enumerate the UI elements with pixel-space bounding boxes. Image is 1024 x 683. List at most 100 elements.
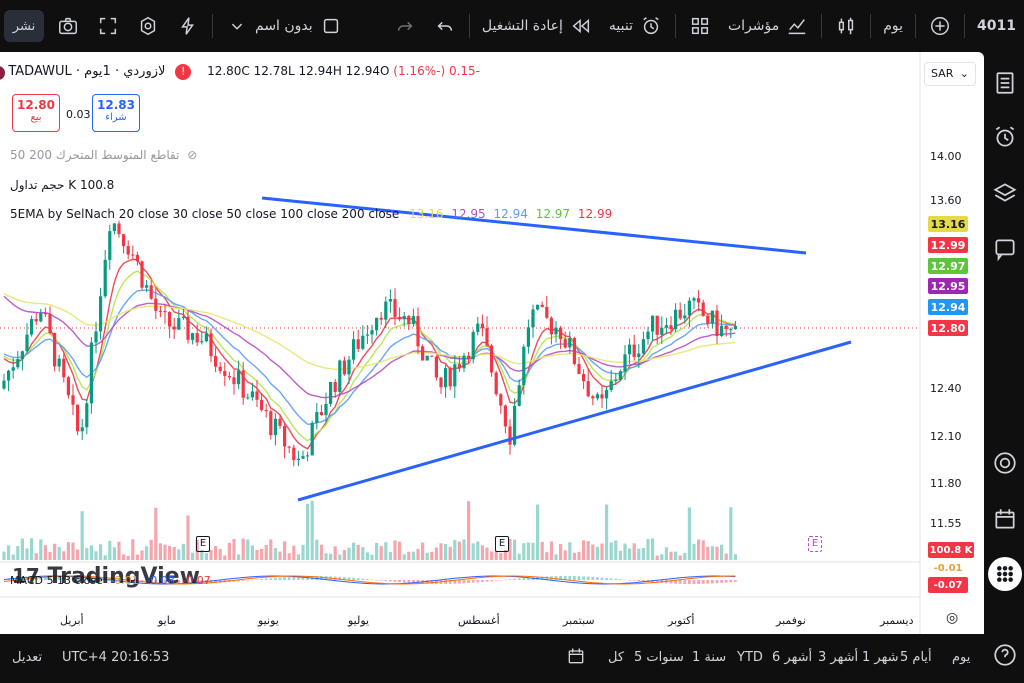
replay-button[interactable]: إعادة التشغيل [474, 0, 601, 52]
range-3m[interactable]: 3 أشهر [818, 650, 859, 665]
clock-readout[interactable]: UTC+4 20:16:53 [62, 650, 170, 665]
volume-bar [554, 554, 558, 560]
month-label: أغسطس [458, 614, 500, 627]
volume-bar [11, 554, 15, 560]
currency-select[interactable]: SAR ⌄ [924, 62, 976, 86]
symbol-description[interactable]: لازوردي · 1يوم · TADAWUL [8, 64, 166, 79]
macd-histogram-bar [448, 580, 452, 584]
macd-histogram-bar [517, 578, 521, 580]
date-range-button[interactable] [566, 646, 586, 670]
chart-panel[interactable]: -0.15 (-1.16%) 12.80C 12.78L 12.94H 12.9… [0, 52, 984, 634]
earnings-event-marker[interactable]: E [196, 536, 210, 552]
macd-histogram-bar [39, 576, 43, 580]
alerts-button[interactable] [992, 124, 1018, 150]
volume-bar [200, 549, 204, 560]
macd-histogram-bar [7, 579, 10, 580]
change-value: -0.15 (-1.16%) [393, 64, 480, 78]
volume-bar [126, 555, 130, 560]
snapshot-button[interactable] [48, 0, 88, 52]
spread-value: 0.03 [66, 108, 91, 121]
candle-body [710, 310, 714, 324]
list-icon [996, 72, 1014, 94]
macd-histogram-bar [117, 579, 121, 580]
candle-body [480, 323, 484, 329]
candle-body [315, 412, 319, 423]
symbol-search[interactable]: 4011 [977, 18, 1016, 34]
add-symbol-button[interactable] [920, 0, 960, 52]
future-event-marker[interactable]: E [808, 536, 822, 552]
volume-bar [204, 553, 208, 560]
macd-histogram-bar [136, 580, 139, 582]
candle-body [370, 330, 374, 335]
macd-tag-2: -0.07 [928, 577, 968, 593]
candle-body [637, 353, 641, 357]
macd-histogram-bar [292, 576, 296, 580]
ma-cross-legend[interactable]: 50 200 تقاطع المتوسط المتحرك ⊘ [10, 148, 197, 162]
signals-button[interactable] [992, 450, 1018, 476]
price-chart[interactable] [0, 52, 984, 634]
interval-button[interactable]: يوم [883, 18, 904, 34]
volume-legend[interactable]: حجم تداول K 100.8 [10, 178, 115, 192]
macd-histogram-bar [113, 578, 116, 580]
macd-histogram-bar [734, 580, 737, 582]
share-button[interactable]: نشر [4, 10, 44, 42]
calendar-icon [995, 509, 1015, 529]
range-all[interactable]: كل [608, 650, 625, 665]
adjust-button[interactable]: تعديل [12, 650, 43, 665]
volume-bar [540, 541, 544, 560]
volume-bar [168, 546, 172, 560]
range-1y[interactable]: 1 سنة [692, 650, 727, 665]
chat-button[interactable] [992, 236, 1018, 262]
sell-button[interactable]: 12.80 بيع [12, 94, 60, 132]
volume-bar [508, 538, 512, 560]
layout-save-button[interactable]: بدون اسم [217, 0, 351, 52]
object-tree-button[interactable] [992, 180, 1018, 206]
indicators-button[interactable]: مؤشرات [720, 0, 817, 52]
macd-histogram-bar [554, 576, 558, 580]
chart-type-button[interactable] [826, 0, 866, 52]
redo-button[interactable] [385, 0, 425, 52]
settings-button[interactable] [128, 0, 168, 52]
watermark-text: TradingView [47, 564, 200, 589]
alert-button[interactable]: تنبيه [601, 0, 671, 52]
candle-body [384, 301, 388, 320]
help-button[interactable] [992, 642, 1018, 668]
buy-label: شراء [105, 112, 127, 123]
volume-bar [89, 545, 93, 560]
macd-histogram-bar [485, 580, 489, 582]
templates-button[interactable] [680, 0, 720, 52]
calendar-button[interactable] [992, 506, 1018, 532]
candle-body [30, 319, 34, 335]
timezone-settings-icon[interactable]: ◎ [946, 610, 959, 626]
buy-button[interactable]: 12.83 شراء [92, 94, 140, 132]
macd-legend[interactable]: MACD 5 13 close -0.01 -0.08 -0.07 [10, 574, 211, 587]
range-5d[interactable]: 5 أيام [900, 650, 932, 665]
alert-label: تنبيه [608, 18, 633, 34]
fullscreen-button[interactable] [88, 0, 128, 52]
warning-icon[interactable]: ! [175, 64, 192, 80]
volume-bar [384, 542, 388, 560]
candle-body [260, 399, 264, 411]
candle-body [614, 379, 618, 382]
macd-histogram-bar [260, 578, 263, 580]
range-1d[interactable]: يوم [952, 650, 971, 665]
hidden-eye-icon[interactable]: ⊘ [187, 148, 198, 162]
candle-body [172, 326, 176, 330]
volume-bar [453, 539, 457, 560]
help-icon [994, 644, 1016, 666]
price-tick: 13.60 [930, 194, 962, 207]
macd-histogram-bar [347, 577, 351, 580]
range-5y[interactable]: 5 سنوات [634, 650, 684, 665]
quick-search-button[interactable] [168, 0, 208, 52]
ema-legend[interactable]: 5EMA by SelNach 20 close 30 close 50 clo… [10, 207, 612, 221]
volume-bar [103, 555, 107, 560]
range-6m[interactable]: 6 أشهر [772, 650, 813, 665]
earnings-event-marker[interactable]: E [495, 536, 509, 552]
undo-button[interactable] [425, 0, 465, 52]
range-1m[interactable]: 1 شهر [862, 650, 899, 665]
bottom-toolbar: يوم 5 أيام 1 شهر 3 أشهر 6 أشهر YTD 1 سنة… [0, 634, 984, 683]
watchlist-button[interactable] [992, 70, 1018, 96]
more-options-button[interactable] [988, 557, 1022, 591]
range-ytd[interactable]: YTD [737, 650, 763, 665]
trend-lines[interactable] [261, 196, 852, 502]
